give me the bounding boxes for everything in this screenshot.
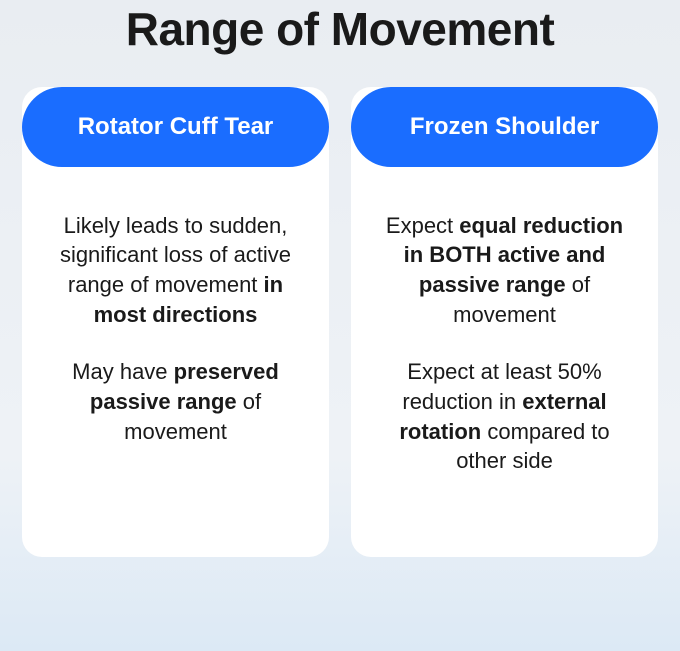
cards-row: Rotator Cuff Tear Likely leads to sudden… bbox=[0, 87, 680, 557]
card-body: Likely leads to sudden, significant loss… bbox=[22, 167, 329, 447]
card-paragraph: Expect at least 50% reduction in externa… bbox=[381, 357, 628, 476]
page-title: Range of Movement bbox=[126, 4, 555, 55]
card-header: Rotator Cuff Tear bbox=[22, 87, 329, 167]
card-body: Expect equal reduction in BOTH active an… bbox=[351, 167, 658, 477]
card-paragraph: Likely leads to sudden, significant loss… bbox=[52, 211, 299, 330]
card-paragraph: May have preserved passive range of move… bbox=[52, 357, 299, 446]
card-header: Frozen Shoulder bbox=[351, 87, 658, 167]
card-paragraph: Expect equal reduction in BOTH active an… bbox=[381, 211, 628, 330]
infographic-container: Range of Movement Rotator Cuff Tear Like… bbox=[0, 0, 680, 651]
card-frozen-shoulder: Frozen Shoulder Expect equal reduction i… bbox=[351, 87, 658, 557]
card-rotator-cuff: Rotator Cuff Tear Likely leads to sudden… bbox=[22, 87, 329, 557]
